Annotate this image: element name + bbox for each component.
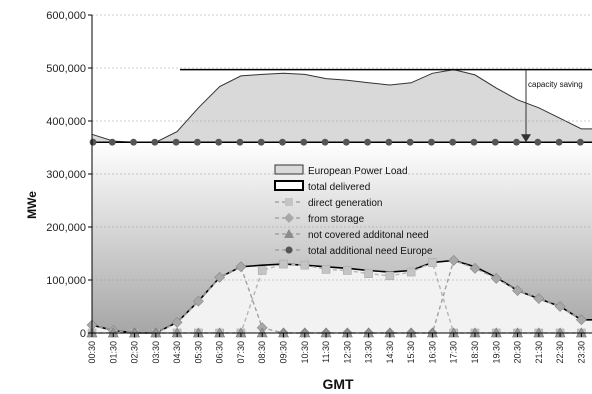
need-marker [236, 138, 244, 146]
direct-generation-line [92, 261, 582, 334]
capacity-arrow-head [521, 134, 531, 143]
direct-generation-marker [364, 269, 373, 278]
need-marker [491, 138, 499, 146]
x-tick-label: 21:30 [534, 341, 544, 364]
legend-marker-square [285, 198, 293, 206]
x-tick-label: 14:30 [385, 341, 395, 364]
need-marker [385, 138, 393, 146]
from-storage-marker [235, 261, 247, 273]
legend-swatch-load [274, 164, 304, 175]
y-tick-label: 0 [80, 328, 86, 340]
load-series-line [91, 69, 592, 143]
legend-label: European Power Load [308, 166, 408, 177]
x-tick-label: 22:30 [555, 341, 565, 364]
x-tick-label: 16:30 [427, 341, 437, 364]
direct-generation-marker [257, 266, 267, 275]
x-tick-label: 19:30 [491, 341, 501, 364]
x-tick-label: 07:30 [236, 341, 246, 364]
direct-generation-marker [385, 271, 395, 281]
legend-label: total delivered [308, 182, 370, 193]
need-marker [406, 138, 414, 146]
x-tick-label: 04:30 [172, 341, 182, 364]
need-marker [89, 138, 97, 146]
y-tick-label: 100,000 [46, 275, 86, 287]
from-storage-marker [554, 301, 566, 312]
need-marker [130, 138, 137, 146]
need-marker [470, 138, 478, 146]
need-marker [428, 138, 435, 146]
x-tick-label: 06:30 [215, 341, 225, 364]
load-area [92, 69, 592, 143]
need-marker [300, 138, 308, 146]
axes: 0 100,000 200,000 300,000 400,000 500,000 600,… [46, 10, 592, 364]
need-marker [513, 138, 520, 146]
from-storage-marker [512, 285, 523, 297]
x-tick-label: 09:30 [278, 341, 288, 364]
y-axis-title: MWe [25, 191, 39, 219]
x-tick-label: 00:30 [87, 341, 97, 364]
legend-label: direct generation [308, 198, 383, 209]
need-marker [257, 138, 265, 146]
x-tick-label: 23:30 [576, 341, 586, 364]
from-storage-marker [490, 272, 502, 284]
y-tick-label: 600,000 [46, 10, 86, 22]
legend: European Power Load total delivered direct… [274, 164, 433, 257]
need-marker [534, 138, 542, 146]
x-tick-label: 18:30 [470, 341, 480, 364]
legend-marker-circle [285, 246, 293, 254]
need-marker [342, 138, 350, 146]
x-tick-label: 20:30 [513, 341, 523, 364]
need-marker [555, 138, 563, 146]
y-tick-label: 500,000 [46, 63, 86, 75]
need-marker [449, 138, 457, 146]
x-tick-label: 02:30 [130, 341, 140, 364]
need-marker [364, 138, 371, 146]
need-marker [108, 138, 116, 146]
legend-label: total additional need Europe [308, 246, 433, 257]
from-storage-marker [575, 314, 587, 326]
direct-generation-marker [406, 267, 416, 277]
direct-generation-marker [428, 258, 437, 267]
x-tick-label: 01:30 [108, 341, 118, 364]
y-tick-label: 300,000 [46, 169, 86, 181]
legend-swatch-delivered [274, 180, 304, 191]
x-tick-label: 15:30 [406, 341, 416, 364]
from-storage-marker [469, 262, 481, 274]
legend-marker-diamond [284, 213, 294, 223]
x-tick-label: 08:30 [257, 341, 267, 364]
from-storage-marker [448, 254, 460, 266]
direct-generation-marker [343, 266, 352, 275]
y-tick-label: 200,000 [46, 222, 86, 234]
x-tick-label: 12:30 [342, 341, 352, 364]
direct-generation-marker [279, 259, 288, 269]
need-marker [321, 138, 329, 146]
x-tick-label: 10:30 [300, 341, 310, 364]
x-tick-label: 17:30 [449, 341, 459, 364]
need-marker [172, 138, 180, 146]
x-axis-title: GMT [322, 376, 354, 392]
need-marker [279, 138, 286, 146]
legend-label: not covered additonal need [308, 230, 429, 241]
from-storage-marker [192, 295, 204, 307]
y-tick-label: 400,000 [46, 116, 86, 128]
x-tick-label: 11:30 [321, 341, 331, 363]
need-marker [215, 138, 223, 146]
need-marker [193, 138, 201, 146]
capacity-saving-label: capacity saving [528, 80, 583, 89]
x-tick-label: 03:30 [151, 341, 161, 364]
need-marker [576, 138, 584, 146]
x-tick-label: 13:30 [364, 341, 374, 364]
legend-marker-triangle [284, 229, 294, 238]
delivered-area [92, 260, 592, 333]
from-storage-marker [533, 293, 545, 304]
direct-generation-marker [321, 265, 331, 274]
x-tick-label: 05:30 [193, 341, 203, 364]
direct-generation-marker [300, 260, 310, 270]
legend-label: from storage [308, 214, 365, 225]
need-marker [151, 138, 159, 146]
